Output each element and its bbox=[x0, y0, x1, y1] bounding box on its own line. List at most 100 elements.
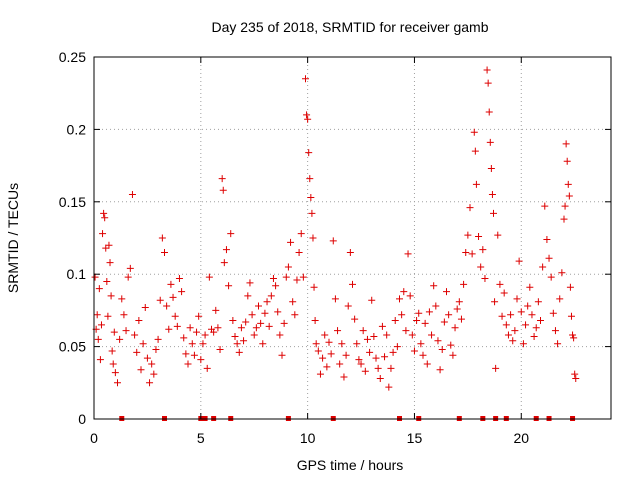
data-point bbox=[479, 246, 487, 254]
data-point bbox=[171, 312, 179, 320]
data-point bbox=[472, 180, 480, 188]
data-point bbox=[331, 295, 339, 303]
data-point bbox=[455, 298, 463, 306]
data-point bbox=[102, 244, 110, 252]
data-point bbox=[486, 138, 494, 146]
data-points bbox=[91, 66, 580, 391]
data-point bbox=[346, 248, 354, 256]
data-point bbox=[421, 319, 429, 327]
data-point bbox=[361, 367, 369, 375]
data-point bbox=[383, 331, 391, 339]
data-point bbox=[287, 238, 295, 246]
data-point bbox=[425, 308, 433, 316]
data-point bbox=[212, 306, 220, 314]
data-point bbox=[210, 328, 218, 336]
data-point bbox=[96, 356, 104, 364]
data-point bbox=[372, 354, 380, 362]
data-point bbox=[122, 327, 130, 335]
data-point bbox=[195, 312, 203, 320]
data-point bbox=[526, 283, 534, 291]
data-point bbox=[128, 191, 136, 199]
y-tick-label: 0.15 bbox=[59, 194, 86, 210]
data-point bbox=[522, 321, 530, 329]
data-point bbox=[492, 364, 500, 372]
data-point bbox=[108, 347, 116, 355]
data-point bbox=[545, 254, 553, 262]
data-point bbox=[299, 273, 307, 281]
data-point bbox=[91, 273, 99, 281]
data-point bbox=[507, 311, 515, 319]
data-point bbox=[562, 140, 570, 148]
data-point bbox=[440, 318, 448, 326]
data-point bbox=[97, 321, 105, 329]
data-point bbox=[355, 356, 363, 364]
data-point bbox=[308, 209, 316, 217]
data-point bbox=[561, 202, 569, 210]
data-point bbox=[565, 192, 573, 200]
data-point bbox=[218, 175, 226, 183]
data-point bbox=[246, 279, 254, 287]
data-point bbox=[107, 292, 115, 300]
data-point bbox=[447, 341, 455, 349]
axis-ticks: 0 0.05 0.1 0.15 0.2 0.25 0 5 10 15 20 bbox=[59, 49, 611, 446]
grid-lines bbox=[94, 57, 611, 419]
data-point bbox=[366, 348, 374, 356]
data-point bbox=[291, 311, 299, 319]
data-point bbox=[214, 324, 222, 332]
data-point bbox=[408, 331, 416, 339]
data-point bbox=[517, 308, 525, 316]
data-point bbox=[402, 327, 410, 335]
data-point bbox=[468, 250, 476, 258]
data-point bbox=[443, 288, 450, 296]
data-point bbox=[567, 312, 575, 320]
data-point bbox=[359, 327, 367, 335]
data-point bbox=[148, 360, 156, 368]
data-point bbox=[464, 231, 472, 239]
data-point bbox=[502, 321, 510, 329]
data-point bbox=[184, 360, 192, 368]
data-point bbox=[161, 248, 168, 256]
data-point bbox=[496, 280, 504, 288]
y-tick-label: 0 bbox=[78, 411, 86, 427]
data-point bbox=[558, 269, 566, 277]
plot-frame bbox=[93, 56, 612, 420]
data-point bbox=[393, 343, 401, 351]
data-point bbox=[133, 348, 141, 356]
data-point bbox=[351, 315, 359, 323]
data-point bbox=[319, 354, 327, 362]
data-point bbox=[263, 298, 271, 306]
data-point bbox=[203, 364, 211, 372]
data-point bbox=[462, 248, 470, 256]
data-point bbox=[349, 280, 356, 288]
data-point bbox=[229, 317, 237, 325]
data-point bbox=[250, 331, 258, 339]
data-point bbox=[430, 282, 438, 290]
data-point bbox=[110, 328, 118, 336]
data-point bbox=[178, 288, 186, 296]
data-point bbox=[494, 231, 502, 239]
data-point bbox=[423, 360, 431, 368]
data-point bbox=[137, 366, 145, 374]
data-point bbox=[312, 340, 320, 348]
data-point bbox=[417, 340, 425, 348]
data-point bbox=[156, 296, 164, 304]
data-point bbox=[483, 66, 491, 74]
data-point bbox=[95, 285, 103, 293]
data-point bbox=[284, 263, 292, 271]
data-point bbox=[150, 370, 158, 378]
data-point bbox=[571, 370, 579, 378]
data-point bbox=[569, 331, 577, 339]
data-point bbox=[167, 280, 175, 288]
data-point bbox=[103, 277, 111, 285]
data-point bbox=[325, 338, 333, 346]
data-point bbox=[398, 311, 406, 319]
data-point bbox=[564, 180, 572, 188]
data-point bbox=[511, 327, 519, 335]
data-point bbox=[389, 348, 397, 356]
data-point bbox=[491, 298, 499, 306]
data-point bbox=[282, 273, 290, 281]
data-point bbox=[126, 264, 134, 272]
data-point bbox=[267, 292, 275, 300]
data-point bbox=[124, 273, 132, 281]
data-point bbox=[323, 363, 331, 371]
